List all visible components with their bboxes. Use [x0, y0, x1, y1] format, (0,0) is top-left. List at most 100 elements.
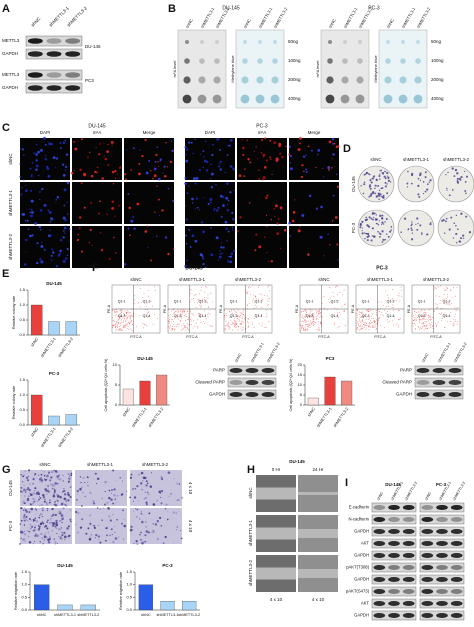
cell-dot: [35, 168, 38, 171]
cell-dot: [225, 227, 228, 231]
cell-dot: [26, 519, 27, 521]
label: Q1-2: [199, 300, 207, 304]
event: [418, 327, 420, 329]
event: [120, 328, 122, 330]
cell-dot: [34, 524, 36, 526]
event: [332, 295, 334, 297]
event: [119, 312, 121, 314]
event: [337, 316, 339, 318]
event: [387, 311, 389, 312]
x-tick-label: shMETTL3-1: [39, 426, 57, 448]
chart-title: DU-145: [57, 563, 73, 568]
label: shMETTL3-1: [248, 520, 253, 547]
colony: [378, 232, 381, 234]
cell-dot: [60, 527, 63, 529]
dot-blot: [212, 94, 222, 104]
cell-dot: [58, 516, 60, 518]
label: m⁶A: [258, 130, 267, 135]
label: shNC: [370, 157, 382, 162]
event: [200, 289, 202, 291]
colony: [459, 237, 463, 240]
cell-dot: [63, 489, 66, 493]
colony: [387, 176, 390, 179]
micrograph: [124, 226, 174, 268]
event: [371, 326, 373, 328]
cell-dot: [80, 138, 83, 141]
event: [412, 319, 414, 321]
event: [180, 329, 182, 331]
y-tick-label: 0.0: [19, 422, 25, 427]
event: [121, 321, 123, 323]
cell-dot: [154, 523, 158, 526]
event: [337, 294, 339, 296]
cell-dot: [113, 525, 115, 528]
cell-dot: [114, 169, 117, 173]
event: [453, 325, 455, 327]
cell-dot: [180, 537, 183, 540]
cell-dot: [50, 483, 53, 486]
event: [430, 319, 432, 320]
label: 0 Hr: [272, 467, 281, 472]
colony: [363, 232, 366, 234]
event: [415, 318, 417, 320]
event: [328, 302, 330, 304]
event: [335, 299, 337, 301]
event: [267, 298, 269, 300]
event: [299, 325, 301, 327]
cell-dot: [114, 480, 116, 482]
colony: [366, 218, 369, 221]
event: [317, 314, 319, 316]
cell-dot: [135, 540, 138, 543]
event: [171, 329, 173, 331]
event: [398, 292, 400, 294]
cell-dot: [323, 255, 325, 257]
cell-dot: [49, 479, 52, 482]
event: [377, 317, 379, 319]
event: [125, 312, 127, 314]
event: [203, 299, 205, 301]
cell-dot: [163, 165, 166, 168]
event: [119, 316, 121, 318]
event: [240, 312, 242, 314]
event: [367, 310, 369, 312]
event: [380, 307, 382, 309]
cell-dot: [68, 240, 70, 242]
dot-blot: [272, 58, 278, 64]
label: 4 x 10: [188, 482, 193, 495]
cell-dot: [107, 164, 110, 167]
event: [264, 326, 266, 328]
colony: [366, 224, 368, 226]
colony: [384, 221, 386, 223]
event: [320, 323, 322, 325]
label: DU-145: [222, 5, 239, 11]
cell-dot: [305, 154, 307, 156]
cell-dot: [40, 477, 42, 479]
cell-dot: [107, 507, 110, 510]
event: [122, 320, 124, 322]
cell-dot: [160, 492, 162, 494]
x-tick-label: shMETTL3-2: [178, 613, 200, 617]
cell-dot: [47, 471, 51, 474]
event: [443, 293, 445, 295]
bar: [65, 321, 78, 336]
cell-dot: [42, 543, 44, 545]
cell-dot: [327, 233, 329, 235]
cell-dot: [248, 202, 251, 204]
colony: [374, 235, 376, 238]
event: [307, 328, 309, 330]
event: [337, 327, 339, 329]
event: [357, 320, 359, 322]
event: [449, 320, 451, 322]
colony: [369, 173, 371, 176]
cell-dot: [276, 222, 279, 225]
event: [305, 320, 307, 322]
event: [143, 293, 145, 295]
event: [344, 303, 346, 305]
blot-strip: [25, 69, 83, 81]
cell-dot: [63, 230, 65, 232]
dot-blot: [356, 76, 364, 84]
cell-dot: [157, 177, 161, 181]
event: [199, 315, 201, 317]
cell-dot: [87, 481, 89, 483]
event: [266, 304, 268, 306]
